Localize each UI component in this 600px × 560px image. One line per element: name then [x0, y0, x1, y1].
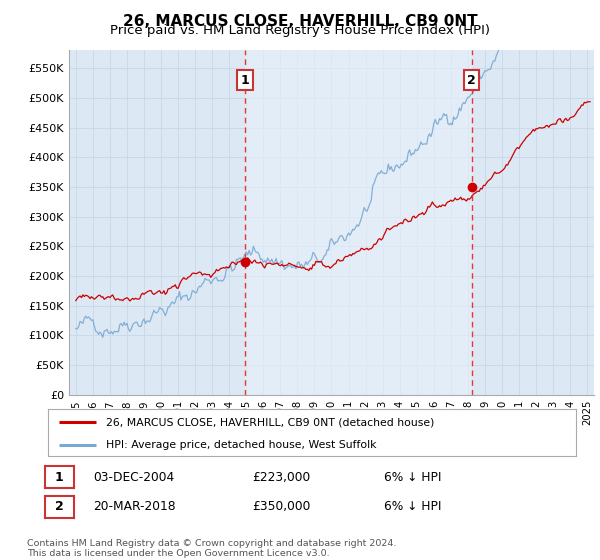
Text: 20-MAR-2018: 20-MAR-2018 [93, 500, 176, 514]
Text: 6% ↓ HPI: 6% ↓ HPI [384, 470, 442, 484]
Text: £223,000: £223,000 [252, 470, 310, 484]
Bar [245, 50, 472, 395]
Text: 1: 1 [241, 73, 249, 87]
Text: 26, MARCUS CLOSE, HAVERHILL, CB9 0NT (detached house): 26, MARCUS CLOSE, HAVERHILL, CB9 0NT (de… [106, 417, 434, 427]
Text: 26, MARCUS CLOSE, HAVERHILL, CB9 0NT: 26, MARCUS CLOSE, HAVERHILL, CB9 0NT [122, 14, 478, 29]
Text: 6% ↓ HPI: 6% ↓ HPI [384, 500, 442, 514]
Text: £350,000: £350,000 [252, 500, 310, 514]
Text: 1: 1 [55, 470, 64, 484]
Text: 03-DEC-2004: 03-DEC-2004 [93, 470, 174, 484]
Text: Contains HM Land Registry data © Crown copyright and database right 2024.: Contains HM Land Registry data © Crown c… [27, 539, 397, 548]
Text: Price paid vs. HM Land Registry's House Price Index (HPI): Price paid vs. HM Land Registry's House … [110, 24, 490, 37]
Text: 2: 2 [55, 500, 64, 514]
Text: HPI: Average price, detached house, West Suffolk: HPI: Average price, detached house, West… [106, 440, 377, 450]
Text: 2: 2 [467, 73, 476, 87]
Text: This data is licensed under the Open Government Licence v3.0.: This data is licensed under the Open Gov… [27, 549, 329, 558]
